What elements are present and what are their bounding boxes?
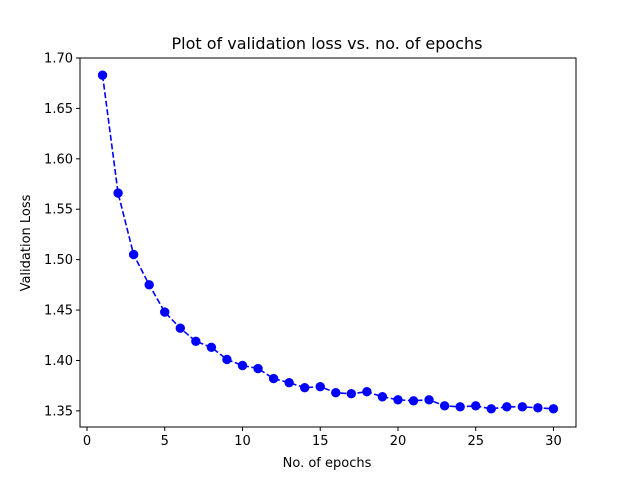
data-point — [315, 381, 325, 392]
data-point — [377, 392, 388, 402]
x-tick-label: 15 — [312, 434, 329, 449]
data-point — [393, 395, 403, 405]
data-point — [486, 404, 496, 414]
y-tick-label: 1.70 — [44, 52, 73, 67]
data-point — [533, 403, 543, 413]
data-point — [455, 402, 465, 412]
data-point — [206, 342, 217, 353]
x-tick-label: 20 — [390, 434, 407, 449]
x-tick-label: 0 — [83, 434, 91, 449]
data-point — [160, 307, 170, 317]
x-tick-label: 30 — [545, 434, 562, 449]
y-tick-label: 1.35 — [44, 404, 73, 419]
data-point — [97, 70, 108, 80]
data-point — [253, 363, 263, 374]
plot-area — [97, 70, 559, 414]
data-point — [408, 396, 419, 406]
data-point — [424, 395, 434, 405]
data-point — [439, 401, 450, 411]
data-point — [362, 387, 372, 397]
data-point — [331, 388, 341, 398]
y-tick-label: 1.55 — [44, 203, 73, 218]
x-axis-label: No. of epochs — [283, 456, 372, 471]
data-point — [548, 404, 559, 414]
x-axis: 0 5 10 15 20 25 30 — [83, 427, 562, 449]
data-point — [471, 401, 481, 411]
plot-frame — [79, 57, 577, 428]
data-point — [346, 389, 357, 399]
x-tick-label: 10 — [234, 434, 251, 449]
data-point — [284, 377, 294, 388]
y-tick-label: 1.60 — [44, 152, 73, 167]
y-tick-label: 1.50 — [44, 253, 73, 268]
data-point — [268, 373, 279, 384]
data-point — [517, 402, 528, 412]
data-point — [175, 323, 185, 333]
data-point — [237, 360, 248, 371]
data-point — [299, 382, 310, 393]
x-tick-label: 25 — [467, 434, 484, 449]
y-axis: 1.35 1.40 1.45 1.50 1.55 1.60 1.65 1.70 — [44, 52, 80, 419]
data-point — [113, 188, 123, 198]
data-point — [144, 280, 154, 290]
data-point — [128, 249, 139, 260]
data-point — [502, 402, 512, 412]
data-point — [222, 354, 232, 365]
y-tick-label: 1.65 — [44, 102, 73, 117]
data-point — [191, 336, 201, 347]
x-tick-label: 5 — [161, 434, 169, 449]
y-tick-label: 1.45 — [44, 304, 73, 319]
y-tick-label: 1.40 — [44, 354, 73, 369]
chart-title: Plot of validation loss vs. no. of epoch… — [172, 34, 483, 53]
y-axis-label: Validation Loss — [19, 194, 34, 291]
